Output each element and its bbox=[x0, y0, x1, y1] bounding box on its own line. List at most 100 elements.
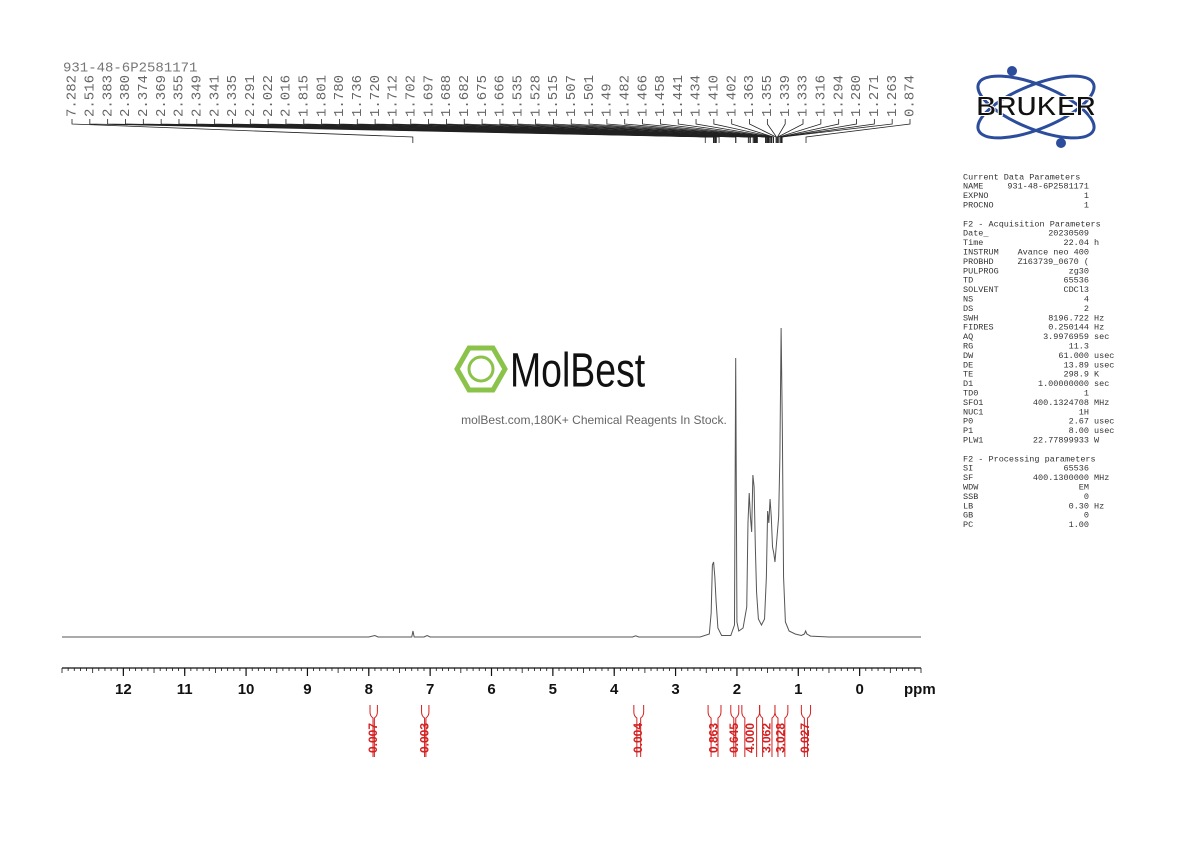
peak-label: 1.333 bbox=[796, 75, 812, 117]
peak-label: 1.712 bbox=[386, 75, 402, 117]
param-value: 2 bbox=[1084, 304, 1089, 314]
peak-label: 1.736 bbox=[350, 75, 366, 117]
param-unit: usec bbox=[1094, 360, 1114, 370]
peak-label: 1.49 bbox=[600, 83, 616, 117]
peak-connector bbox=[781, 119, 893, 143]
param-value: 65536 bbox=[1063, 464, 1089, 474]
param-name: P0 bbox=[963, 417, 973, 427]
integral-label: 3.062 bbox=[759, 723, 773, 753]
peak-connector bbox=[285, 119, 737, 143]
spectrum-line bbox=[62, 327, 921, 638]
peak-label: 1.402 bbox=[724, 75, 740, 117]
param-value: 1 bbox=[1084, 388, 1089, 398]
param-name: AQ bbox=[963, 332, 973, 342]
x-tick-label: 11 bbox=[177, 681, 193, 698]
param-value: 22.04 bbox=[1063, 238, 1089, 248]
peak-connector bbox=[731, 119, 775, 143]
peak-label: 1.515 bbox=[546, 75, 562, 117]
peak-connector bbox=[780, 119, 857, 143]
peak-connector bbox=[778, 119, 822, 143]
peak-connector bbox=[779, 119, 840, 143]
integral-bracket bbox=[633, 705, 645, 757]
param-name: DS bbox=[963, 304, 973, 314]
x-tick-label: 7 bbox=[426, 681, 434, 698]
peak-label: 2.383 bbox=[100, 75, 116, 117]
x-tick-label: 1 bbox=[794, 681, 802, 698]
peak-connector bbox=[781, 119, 875, 143]
param-name: TD bbox=[963, 276, 973, 286]
x-tick-label: 6 bbox=[487, 681, 495, 698]
param-value: EM bbox=[1079, 482, 1089, 492]
param-value: 1H bbox=[1079, 407, 1089, 417]
param-name: PLW1 bbox=[963, 435, 983, 445]
param-name: SF bbox=[963, 473, 973, 483]
param-name: TE bbox=[963, 370, 973, 380]
param-value: CDCl3 bbox=[1063, 285, 1089, 295]
param-value: 8.00 bbox=[1069, 426, 1089, 436]
param-value: 1 bbox=[1084, 191, 1089, 201]
param-name: NS bbox=[963, 294, 973, 304]
peak-label: 1.339 bbox=[778, 75, 794, 117]
peak-label: 1.535 bbox=[510, 75, 526, 117]
peak-label: 1.507 bbox=[564, 75, 580, 117]
param-section-title: F2 - Acquisition Parameters bbox=[963, 219, 1101, 229]
peak-label: 2.341 bbox=[207, 75, 223, 117]
param-value: Z163739_0670 ( bbox=[1018, 257, 1089, 267]
peak-connector bbox=[71, 119, 414, 143]
param-name: PC bbox=[963, 520, 973, 530]
x-tick-label: 4 bbox=[610, 681, 619, 698]
bruker-logo: BRUKER bbox=[976, 66, 1096, 148]
integral-label: 0.003 bbox=[417, 723, 431, 753]
param-value: 65536 bbox=[1063, 276, 1089, 286]
param-name: FIDRES bbox=[963, 323, 994, 333]
peak-connector bbox=[677, 119, 772, 143]
peak-label: 1.501 bbox=[582, 75, 598, 117]
param-value: 0 bbox=[1084, 492, 1089, 502]
param-unit: Hz bbox=[1094, 323, 1104, 333]
param-name: PROCNO bbox=[963, 200, 994, 210]
param-name: RG bbox=[963, 341, 973, 351]
orbit bbox=[976, 74, 1096, 140]
param-value: 931-48-6P2581171 bbox=[1007, 182, 1089, 192]
param-name: NUC1 bbox=[963, 407, 983, 417]
molbest-text: MolBest bbox=[510, 344, 645, 398]
orbit-dot bbox=[1007, 66, 1017, 76]
param-value: 0.250144 bbox=[1048, 323, 1089, 333]
x-tick-label: 2 bbox=[733, 681, 741, 698]
peak-label: 1.801 bbox=[314, 75, 330, 117]
param-value: 400.1300000 bbox=[1033, 473, 1089, 483]
param-unit: MHz bbox=[1094, 398, 1109, 408]
x-tick-label: 9 bbox=[303, 681, 311, 698]
molbest-watermark: MolBest molBest.com,180K+ Chemical Reage… bbox=[454, 344, 727, 427]
peak-label: 2.022 bbox=[261, 75, 277, 117]
param-value: 4 bbox=[1084, 294, 1089, 304]
peak-connector bbox=[642, 119, 771, 143]
bruker-text: BRUKER bbox=[976, 90, 1096, 121]
peak-label: 1.720 bbox=[368, 75, 384, 117]
param-unit: usec bbox=[1094, 417, 1114, 427]
integral-label: 0.645 bbox=[727, 723, 741, 753]
integral-label: 0.027 bbox=[798, 723, 812, 753]
param-unit: usec bbox=[1094, 351, 1114, 361]
peak-label: 2.380 bbox=[118, 75, 134, 117]
x-tick-label: 10 bbox=[238, 681, 255, 698]
peak-label: 1.815 bbox=[296, 75, 312, 117]
x-axis-label: ppm bbox=[904, 681, 936, 698]
param-value: 61.000 bbox=[1058, 351, 1089, 361]
param-unit: K bbox=[1094, 370, 1100, 380]
peak-connector bbox=[588, 119, 768, 143]
peak-connector bbox=[805, 119, 911, 143]
param-name: SI bbox=[963, 464, 973, 474]
peak-label: 2.335 bbox=[225, 75, 241, 117]
param-name: PROBHD bbox=[963, 257, 994, 267]
param-value: 1.00 bbox=[1069, 520, 1089, 530]
x-tick-label: 0 bbox=[855, 681, 863, 698]
param-name: SSB bbox=[963, 492, 978, 502]
param-unit: sec bbox=[1094, 332, 1109, 342]
param-name: LB bbox=[963, 501, 973, 511]
peak-connector bbox=[463, 119, 757, 143]
peak-label: 1.697 bbox=[421, 75, 437, 117]
peak-label: 2.516 bbox=[83, 75, 99, 117]
param-value: 0 bbox=[1084, 511, 1089, 521]
